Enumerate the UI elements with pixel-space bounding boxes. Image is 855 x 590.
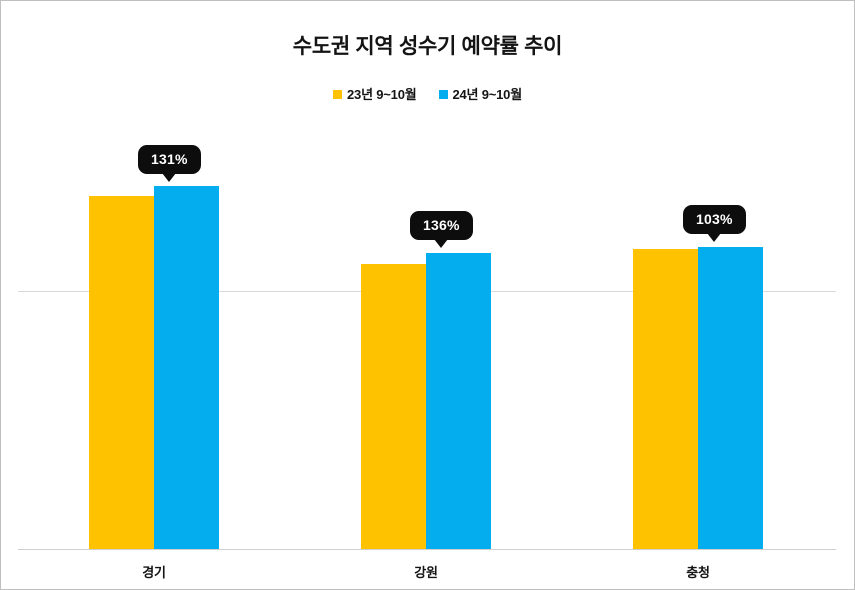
callout-group-3: 103%	[683, 205, 746, 242]
bar-curr-period-group-3[interactable]	[698, 247, 763, 549]
chart-title: 수도권 지역 성수기 예약률 추이	[292, 35, 563, 58]
bar-curr-period-group-2[interactable]	[426, 253, 491, 549]
bar-prev-period-group-1[interactable]	[89, 196, 154, 549]
bar-prev-period-group-3[interactable]	[633, 249, 698, 549]
legend-swatch-yellow-icon	[333, 90, 343, 99]
category-label-group-3: 충청	[686, 565, 710, 580]
legend-item-prev-period[interactable]: 23년 9~10월	[333, 84, 417, 103]
bar-prev-period-group-2[interactable]	[361, 264, 426, 549]
legend-label-curr-period: 24년 9~10월	[452, 87, 523, 102]
category-label-group-1: 경기	[142, 565, 166, 580]
bar-curr-period-group-1[interactable]	[154, 186, 219, 549]
legend-swatch-blue-icon	[438, 90, 448, 99]
chart-legend: 23년 9~10월 24년 9~10월	[1, 84, 854, 103]
legend-item-curr-period[interactable]: 24년 9~10월	[438, 84, 523, 103]
category-axis-line	[18, 549, 836, 550]
callout-group-2: 136%	[410, 211, 473, 248]
callout-group-1: 131%	[138, 145, 201, 182]
legend-label-prev-period: 23년 9~10월	[347, 87, 417, 102]
category-label-group-2: 강원	[414, 565, 438, 580]
